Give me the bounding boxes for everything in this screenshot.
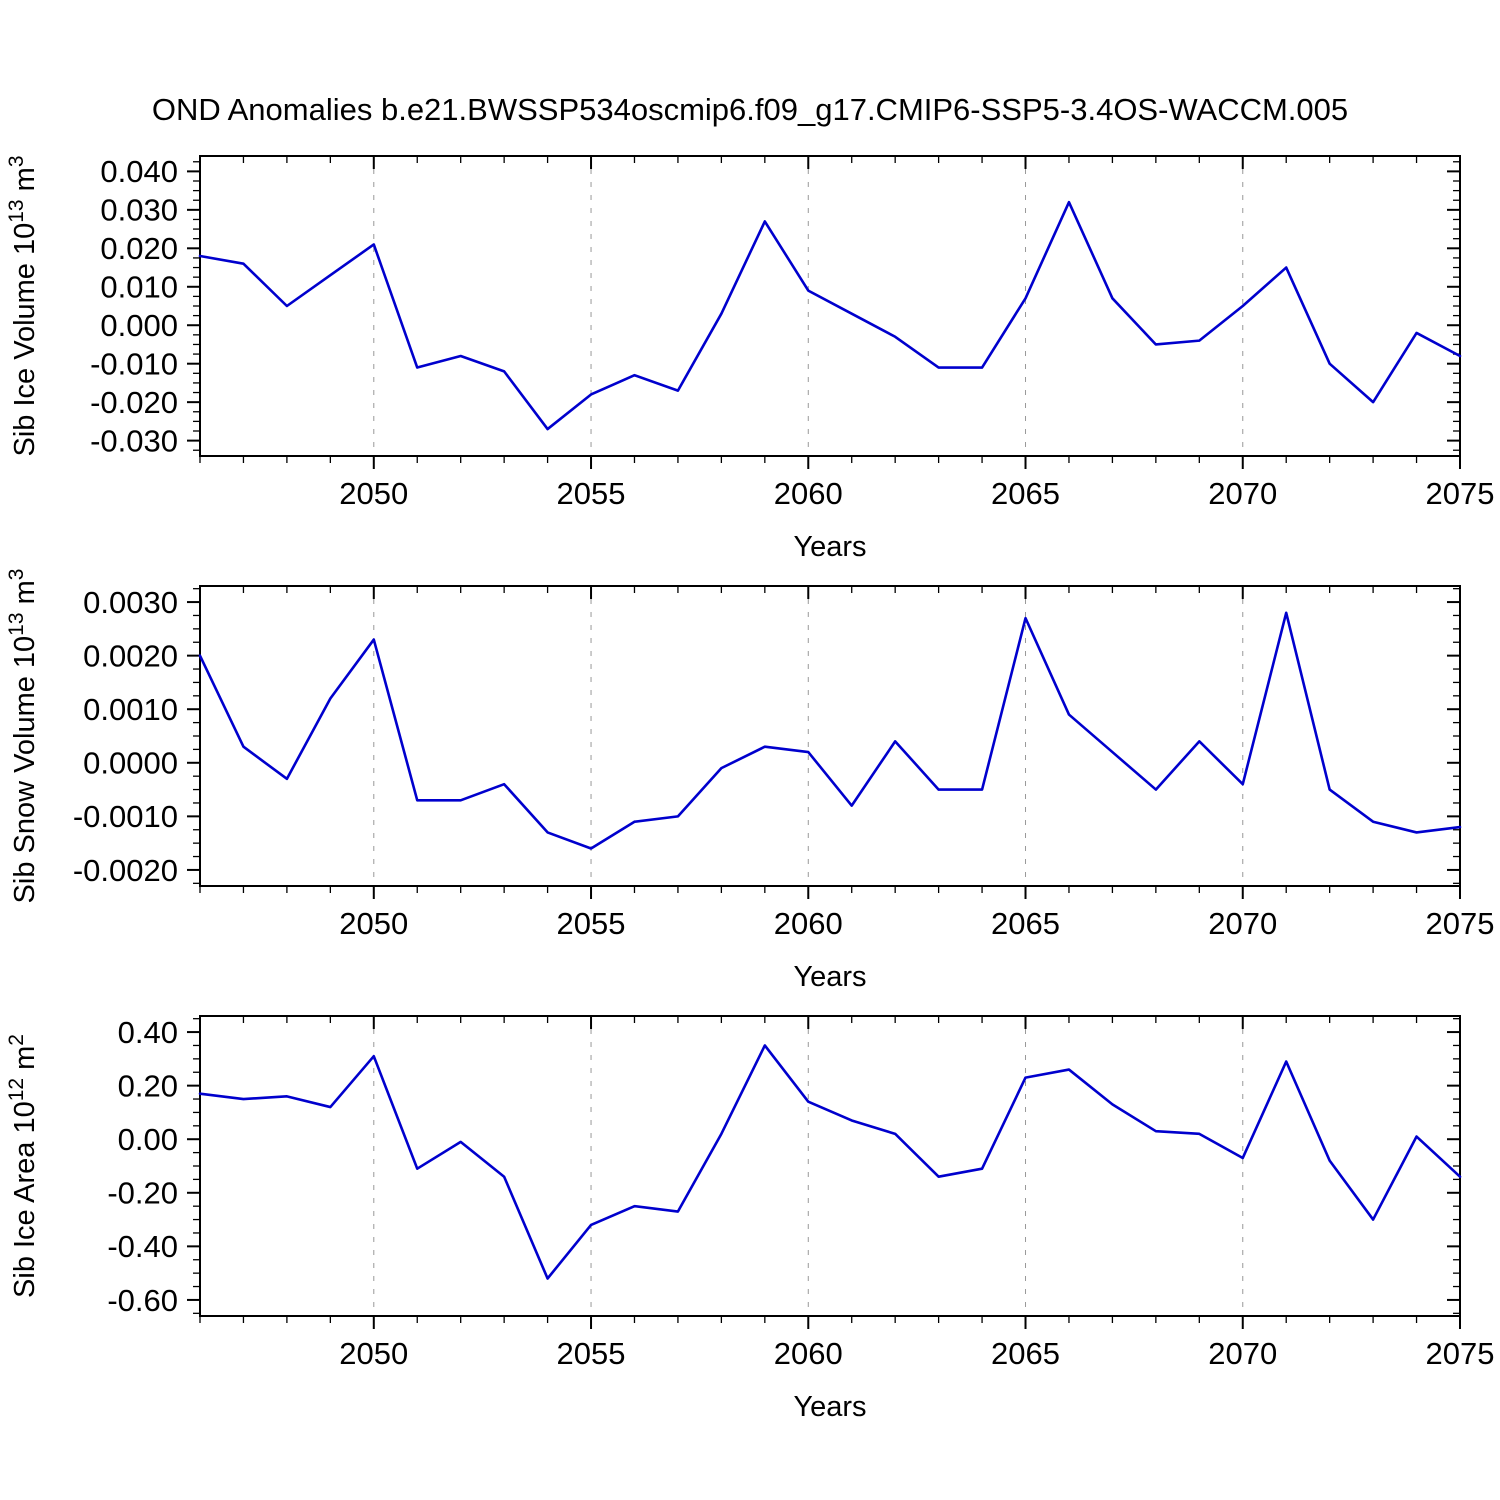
svg-text:2070: 2070 bbox=[1208, 476, 1277, 511]
y-tick-labels: 0.0030 0.0020 0.0010 0.0000 -0.0010 -0.0020 bbox=[73, 585, 178, 888]
x-axis-title: Years bbox=[793, 961, 866, 993]
grid-lines bbox=[373, 586, 1244, 886]
svg-text:0.00: 0.00 bbox=[118, 1122, 178, 1157]
x-ticks bbox=[199, 586, 1461, 899]
sib-ice-volume-line bbox=[198, 200, 1462, 431]
y-ticks bbox=[187, 161, 1460, 451]
svg-text:2075: 2075 bbox=[1426, 1336, 1495, 1371]
svg-text:2060: 2060 bbox=[774, 906, 843, 941]
x-axis-title: Years bbox=[793, 531, 866, 563]
svg-text:2070: 2070 bbox=[1208, 1336, 1277, 1371]
x-ticks bbox=[199, 156, 1461, 469]
grid-lines bbox=[373, 156, 1244, 456]
svg-text:-0.010: -0.010 bbox=[90, 347, 178, 382]
sib-ice-area-chart: 2050 2055 2060 2065 2070 2075 0.40 0.20 0.00 -0.2… bbox=[5, 1015, 1494, 1423]
svg-text:0.40: 0.40 bbox=[118, 1015, 178, 1050]
svg-text:2070: 2070 bbox=[1208, 906, 1277, 941]
plot-border bbox=[199, 1015, 1461, 1317]
svg-text:0.040: 0.040 bbox=[100, 154, 178, 189]
sib-ice-area-line bbox=[198, 1044, 1462, 1280]
y-axis-title: Sib Ice Volume 1013 m3 bbox=[5, 155, 41, 456]
svg-text:-0.0010: -0.0010 bbox=[73, 799, 178, 834]
svg-text:2065: 2065 bbox=[991, 906, 1060, 941]
svg-text:2055: 2055 bbox=[557, 1336, 626, 1371]
svg-text:-0.030: -0.030 bbox=[90, 423, 178, 458]
svg-text:-0.0020: -0.0020 bbox=[73, 853, 178, 888]
svg-text:2065: 2065 bbox=[991, 476, 1060, 511]
x-axis-title: Years bbox=[793, 1391, 866, 1423]
svg-text:-0.020: -0.020 bbox=[90, 385, 178, 420]
plot-border bbox=[199, 585, 1461, 887]
svg-text:2065: 2065 bbox=[991, 1336, 1060, 1371]
figure-page: OND Anomalies b.e21.BWSSP534oscmip6.f09_… bbox=[5, 92, 1494, 1423]
x-tick-labels: 2050 2055 2060 2065 2070 2075 bbox=[339, 1336, 1494, 1371]
svg-text:0.0030: 0.0030 bbox=[83, 585, 178, 620]
y-axis-title: Sib Snow Volume 1013 m3 bbox=[5, 569, 41, 904]
svg-text:-0.60: -0.60 bbox=[107, 1283, 178, 1318]
svg-text:0.030: 0.030 bbox=[100, 193, 178, 228]
plot-border bbox=[199, 155, 1461, 457]
svg-text:0.010: 0.010 bbox=[100, 270, 178, 305]
svg-text:0.20: 0.20 bbox=[118, 1068, 178, 1103]
svg-text:0.0010: 0.0010 bbox=[83, 692, 178, 727]
figure-title: OND Anomalies b.e21.BWSSP534oscmip6.f09_… bbox=[151, 92, 1349, 127]
y-tick-labels: 0.40 0.20 0.00 -0.20 -0.40 -0.60 bbox=[107, 1015, 178, 1318]
sib-ice-volume-chart: 2050 2055 2060 2065 2070 20750.0400.0300.0200… bbox=[5, 154, 1494, 563]
y-ticks bbox=[187, 588, 1460, 884]
svg-text:-0.20: -0.20 bbox=[107, 1176, 178, 1211]
y-axis-title: Sib Ice Area 1012 m2 bbox=[5, 1034, 41, 1298]
svg-text:2060: 2060 bbox=[774, 476, 843, 511]
svg-text:2060: 2060 bbox=[774, 1336, 843, 1371]
svg-text:2050: 2050 bbox=[339, 476, 408, 511]
y-ticks bbox=[187, 1018, 1460, 1314]
svg-text:2050: 2050 bbox=[339, 906, 408, 941]
svg-text:2055: 2055 bbox=[557, 476, 626, 511]
x-tick-labels: 2050 2055 2060 2065 2070 2075 bbox=[339, 906, 1494, 941]
svg-text:0.020: 0.020 bbox=[100, 231, 178, 266]
svg-text:0.0000: 0.0000 bbox=[83, 746, 178, 781]
svg-text:2075: 2075 bbox=[1426, 906, 1495, 941]
svg-text:0.000: 0.000 bbox=[100, 308, 178, 343]
x-ticks bbox=[199, 1016, 1461, 1329]
sib-snow-volume-line bbox=[198, 611, 1462, 850]
svg-text:2075: 2075 bbox=[1426, 476, 1495, 511]
svg-text:2055: 2055 bbox=[557, 906, 626, 941]
svg-text:2050: 2050 bbox=[339, 1336, 408, 1371]
grid-lines bbox=[373, 1016, 1244, 1316]
svg-text:0.0020: 0.0020 bbox=[83, 638, 178, 673]
sib-snow-volume-chart: 2050 2055 2060 2065 2070 20750.00300.00200.00… bbox=[5, 569, 1494, 993]
x-tick-labels: 2050 2055 2060 2065 2070 2075 bbox=[339, 476, 1494, 511]
svg-text:-0.40: -0.40 bbox=[107, 1229, 178, 1264]
